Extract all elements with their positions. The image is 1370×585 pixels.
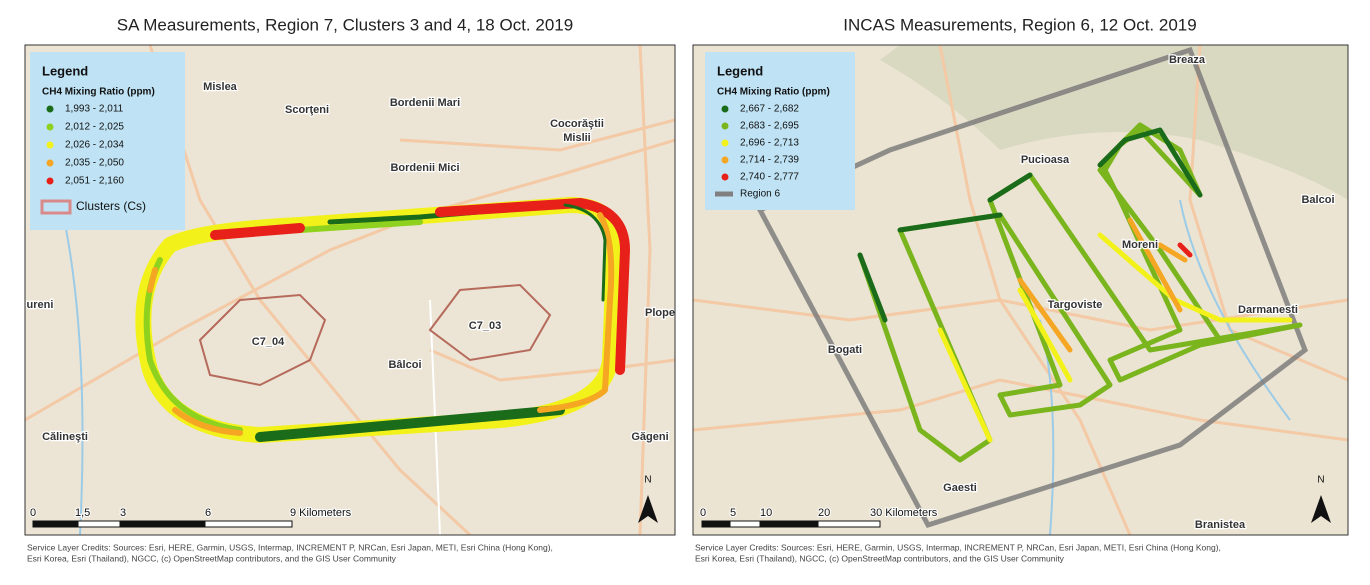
- place-label: C7_03: [469, 320, 501, 332]
- legend-label: 2,012 - 2,025: [65, 122, 124, 133]
- credits: Esri Korea, Esri (Thailand), NGCC, (c) O…: [27, 553, 397, 563]
- scale-label: 3: [120, 507, 126, 519]
- scale-bar: [759, 520, 819, 528]
- map-frame: [692, 44, 1349, 536]
- legend-swatch: [46, 141, 54, 149]
- legend-swatch: [40, 199, 72, 215]
- scale-label: 20: [818, 507, 830, 519]
- credits: Service Layer Credits: Sources: Esri, HE…: [695, 542, 1221, 552]
- legend-label: 2,026 - 2,034: [65, 140, 124, 151]
- place-label: Gaesti: [943, 482, 977, 494]
- north-label: N: [644, 475, 651, 486]
- place-label: Balcoi: [1301, 194, 1334, 206]
- legend-subtitle: CH4 Mixing Ratio (ppm): [717, 87, 830, 98]
- place-label: Bogati: [828, 344, 862, 356]
- scale-label: 9 Kilometers: [290, 507, 352, 519]
- place-label: Pucioasa: [1021, 154, 1070, 166]
- scale-label: 10: [760, 507, 772, 519]
- legend-swatch: [721, 105, 729, 113]
- legend-swatch: [46, 159, 54, 167]
- legend-swatch: [46, 123, 54, 131]
- scale-bar: [77, 520, 121, 528]
- credits: Service Layer Credits: Sources: Esri, HE…: [27, 542, 553, 552]
- legend-label: Region 6: [740, 189, 780, 200]
- credits: Esri Korea, Esri (Thailand), NGCC, (c) O…: [695, 553, 1065, 563]
- legend-label: 2,051 - 2,160: [65, 176, 124, 187]
- place-label: Breaza: [1169, 54, 1206, 66]
- legend-swatch: [46, 177, 54, 185]
- north-arrow: [638, 495, 658, 523]
- scale-bar: [119, 520, 206, 528]
- place-label: Mislii: [563, 132, 591, 144]
- place-label: Scorţeni: [285, 104, 329, 116]
- place-label: ureni: [27, 299, 54, 311]
- place-label: Targoviste: [1048, 299, 1103, 311]
- legend-label: 2,696 - 2,713: [740, 138, 799, 149]
- map-frame: [24, 44, 676, 536]
- scale-bar: [729, 520, 761, 528]
- legend-label: 2,035 - 2,050: [65, 158, 124, 169]
- legend-label: 2,667 - 2,682: [740, 104, 799, 115]
- scale-bar: [32, 520, 79, 528]
- place-label: Călineşti: [42, 431, 88, 443]
- scale-bar: [701, 520, 731, 528]
- place-label: Branistea: [1195, 519, 1246, 531]
- panel-title: SA Measurements, Region 7, Clusters 3 an…: [117, 15, 573, 34]
- scale-label: 6: [205, 507, 211, 519]
- map-right: Breaza Pucioasa Balcoi Moreni Targoviste Darm…: [693, 45, 1348, 535]
- scale-bar: [204, 520, 293, 528]
- place-label: Bordenii Mari: [390, 97, 460, 109]
- scale-label: 30 Kilometers: [870, 507, 938, 519]
- legend-label: 2,740 - 2,777: [740, 172, 799, 183]
- legend-label: 2,714 - 2,739: [740, 155, 799, 166]
- legend-swatch: [721, 139, 729, 147]
- legend-label: Clusters (Cs): [76, 199, 146, 213]
- place-label: Găgeni: [631, 431, 668, 443]
- place-label: Darmanesti: [1238, 304, 1298, 316]
- legend-box: [705, 52, 855, 210]
- legend-swatch: [721, 173, 729, 181]
- legend-title: Legend: [717, 63, 763, 78]
- legend-label: 2,683 - 2,695: [740, 121, 799, 132]
- legend-swatch: [721, 122, 729, 130]
- place-label: Bordenii Mici: [390, 162, 459, 174]
- legend-swatch: [46, 105, 54, 113]
- place-label: Plope: [645, 307, 675, 319]
- panel-title: INCAS Measurements, Region 6, 12 Oct. 20…: [843, 15, 1196, 34]
- scale-label: 0: [30, 507, 36, 519]
- legend-title: Legend: [42, 63, 88, 78]
- scale-label: 1,5: [75, 507, 90, 519]
- legend-swatch: [721, 156, 729, 164]
- scale-label: 5: [730, 507, 736, 519]
- north-arrow: [1311, 495, 1331, 523]
- place-label: Moreni: [1122, 239, 1158, 251]
- place-label: Mislea: [203, 81, 238, 93]
- scale-label: 0: [700, 507, 706, 519]
- place-label: Bâlcoi: [388, 359, 421, 371]
- place-label: Cocorăştii: [550, 118, 604, 130]
- north-label: N: [1317, 475, 1324, 486]
- legend-subtitle: CH4 Mixing Ratio (ppm): [42, 87, 155, 98]
- scale-bar: [817, 520, 881, 528]
- map-left: Mislea Scorţeni Bordenii Mari Cocorăştii Mis…: [25, 45, 675, 535]
- legend-label: 1,993 - 2,011: [65, 104, 124, 115]
- place-label: C7_04: [252, 336, 285, 348]
